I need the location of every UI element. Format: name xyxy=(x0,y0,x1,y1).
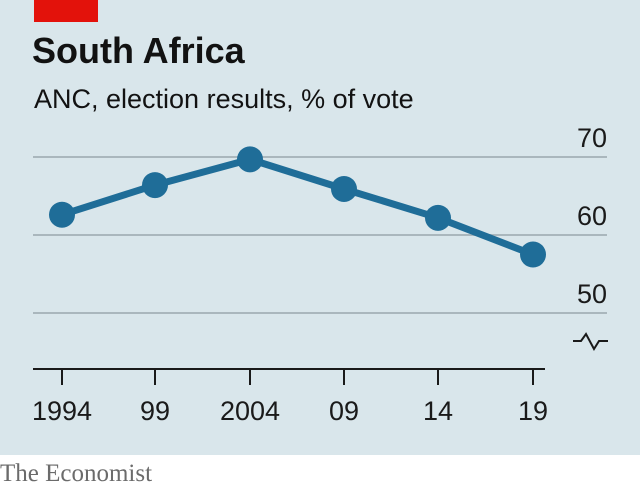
chart-subtitle: ANC, election results, % of vote xyxy=(34,84,414,114)
source-credit: The Economist xyxy=(0,460,153,487)
data-point-14 xyxy=(425,204,451,231)
y-tick-labels: 50 60 70 xyxy=(577,123,607,309)
x-tick-label: 09 xyxy=(329,396,359,426)
y-tick-label: 50 xyxy=(577,279,607,309)
x-tick-label: 99 xyxy=(140,396,170,426)
line-chart: 50 60 70 1994 99 2004 09 14 19 xyxy=(32,123,608,426)
data-point-99 xyxy=(142,172,168,199)
data-point-2004 xyxy=(237,146,263,173)
x-ticks: 1994 99 2004 09 14 19 xyxy=(32,369,548,426)
gridlines xyxy=(33,156,607,314)
brand-tag xyxy=(34,0,98,22)
x-tick-label: 14 xyxy=(423,396,453,426)
y-tick-label: 60 xyxy=(577,201,607,231)
data-points xyxy=(49,146,546,268)
data-point-19 xyxy=(520,241,546,268)
data-point-1994 xyxy=(49,201,75,228)
x-tick-label: 2004 xyxy=(220,396,280,426)
y-tick-label: 70 xyxy=(577,123,607,153)
x-tick-label: 1994 xyxy=(32,396,92,426)
axis-break-icon xyxy=(573,332,608,351)
chart-title: South Africa xyxy=(32,30,245,71)
data-point-09 xyxy=(331,175,357,202)
series-line xyxy=(58,155,537,258)
x-tick-label: 19 xyxy=(518,396,548,426)
